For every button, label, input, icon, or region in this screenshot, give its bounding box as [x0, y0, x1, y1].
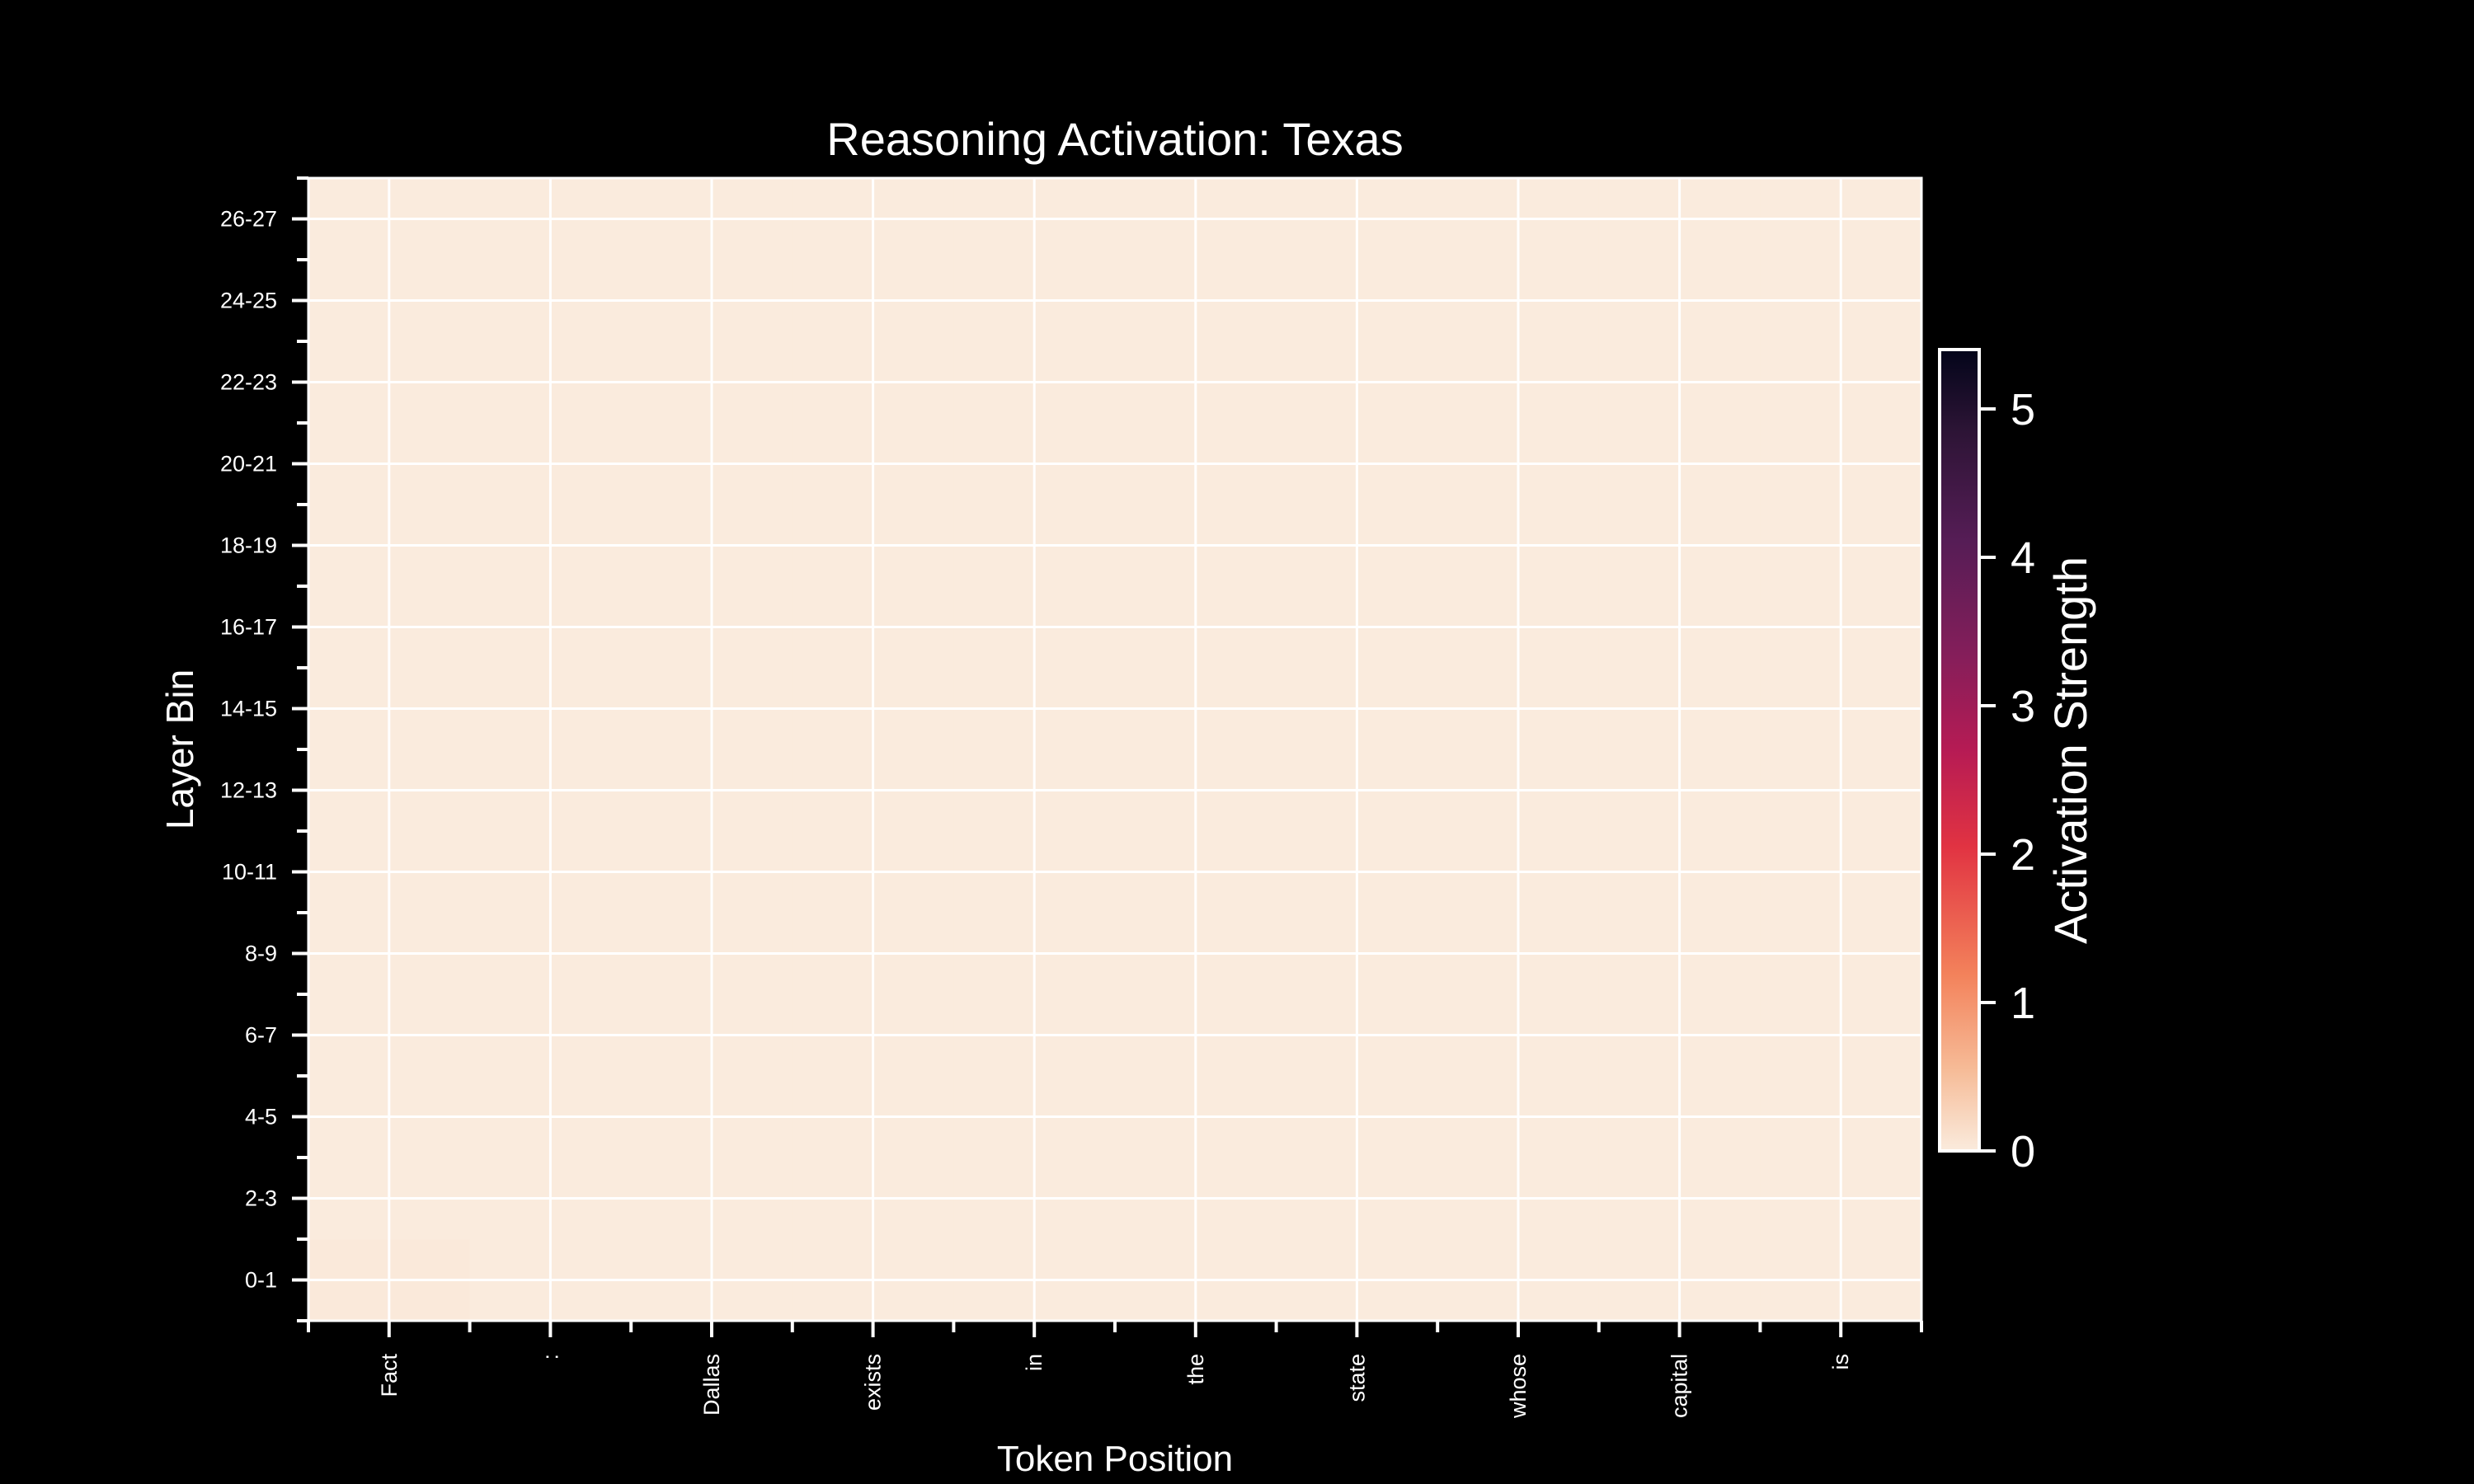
y-tick-label: 2-3	[245, 1186, 277, 1211]
y-tick-label: 20-21	[220, 452, 277, 477]
x-tick-label: capital	[1667, 1354, 1692, 1418]
x-tick-label: Dallas	[699, 1354, 724, 1416]
y-tick-label: 18-19	[220, 533, 277, 558]
colorbar-tick-label: 1	[2011, 979, 2035, 1028]
y-axis-label: Layer Bin	[158, 669, 201, 829]
y-tick-label: 0-1	[245, 1268, 277, 1293]
x-tick-label: Fact	[377, 1354, 402, 1397]
colorbar-ticks: 0 1 2 3 4 5	[1979, 385, 2035, 1176]
colorbar-label: Activation Strength	[2044, 556, 2096, 944]
y-axis: 0-1 2-3 4-5 6-7 8-9 10-11 12-13 14-15 16-17 18-19…	[220, 176, 308, 1322]
y-tick-label: 22-23	[220, 370, 277, 395]
colorbar-tick-label: 0	[2011, 1127, 2035, 1176]
colorbar-tick-label: 3	[2011, 682, 2035, 731]
colorbar-fill	[1938, 348, 1981, 1153]
y-tick-label: 4-5	[245, 1105, 277, 1129]
x-tick-label: the	[1183, 1354, 1208, 1385]
heatmap-gridlines	[308, 178, 1921, 1321]
y-tick-label: 8-9	[245, 942, 277, 966]
colorbar-tick-label: 5	[2011, 385, 2035, 434]
y-tick-label: 12-13	[220, 778, 277, 803]
x-tick-label: in	[1022, 1354, 1047, 1371]
y-tick-label: 6-7	[245, 1023, 277, 1048]
y-tick-label: 14-15	[220, 697, 277, 721]
chart-title: Reasoning Activation: Texas	[826, 113, 1403, 165]
y-tick-label: 16-17	[220, 615, 277, 640]
x-tick-label: is	[1828, 1354, 1853, 1370]
x-axis: Fact: Dallas exists in the state whose capital i…	[307, 1321, 1923, 1419]
x-tick-label: state	[1344, 1354, 1369, 1402]
y-tick-label: 24-25	[220, 289, 277, 313]
colorbar: 0 1 2 3 4 5 Activation Strength	[1938, 348, 2096, 1176]
x-axis-label: Token Position	[997, 1439, 1233, 1479]
colorbar-tick-label: 2	[2011, 830, 2035, 880]
x-tick-label: exists	[861, 1354, 886, 1411]
x-tick-label: whose	[1506, 1354, 1531, 1419]
x-tick-label: :	[538, 1354, 562, 1360]
y-tick-label: 26-27	[220, 207, 277, 232]
y-tick-label: 10-11	[222, 860, 277, 885]
colorbar-tick-label: 4	[2011, 533, 2035, 583]
